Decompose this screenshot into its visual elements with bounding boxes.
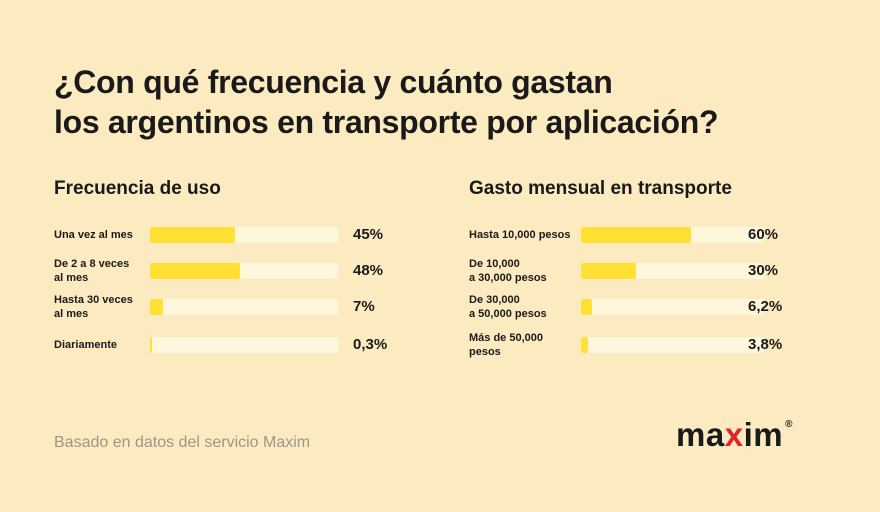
page-title: ¿Con qué frecuencia y cuánto gastan los … bbox=[54, 62, 834, 142]
bar-fill bbox=[581, 227, 691, 243]
bar-track bbox=[581, 263, 764, 279]
chart-title: Frecuencia de uso bbox=[54, 178, 221, 199]
bar-track bbox=[150, 337, 338, 353]
bar-row: De 30,000 a 50,000 pesos 6,2% bbox=[469, 292, 798, 322]
bar-fill bbox=[581, 263, 636, 279]
bar-row: Más de 50,000 pesos 3,8% bbox=[469, 330, 798, 360]
bar-row: De 2 a 8 veces al mes 48% bbox=[54, 256, 403, 286]
bar-track bbox=[581, 227, 764, 243]
value-label: 30% bbox=[748, 262, 779, 279]
value-label: 60% bbox=[748, 226, 779, 243]
registered-mark: ® bbox=[785, 419, 793, 430]
value-label: 45% bbox=[353, 226, 384, 243]
bar-fill bbox=[150, 299, 164, 315]
chart-title: Gasto mensual en transporte bbox=[469, 178, 732, 199]
spending-chart: Gasto mensual en transporte Hasta 10,000… bbox=[469, 176, 782, 358]
bar-fill bbox=[581, 299, 593, 315]
footer-source-note: Basado en datos del servicio Maxim bbox=[54, 434, 311, 451]
category-label: Hasta 30 veces al mes bbox=[54, 294, 133, 320]
value-label: 0,3% bbox=[353, 336, 388, 353]
bar-row: De 10,000 a 30,000 pesos 30% bbox=[469, 256, 798, 286]
category-label: Más de 50,000 pesos bbox=[469, 332, 543, 358]
bar-track bbox=[150, 299, 338, 315]
bar-row: Hasta 10,000 pesos 60% bbox=[469, 220, 798, 250]
category-label: De 30,000 a 50,000 pesos bbox=[469, 294, 547, 320]
category-label: Una vez al mes bbox=[54, 229, 133, 241]
category-label: Hasta 10,000 pesos bbox=[469, 229, 571, 241]
bar-track bbox=[150, 227, 338, 243]
logo-wordmark: maxim bbox=[676, 415, 783, 455]
bar-row: Una vez al mes 45% bbox=[54, 220, 403, 250]
maxim-logo: maxim ® bbox=[676, 415, 792, 455]
title-line-2: los argentinos en transporte por aplicac… bbox=[54, 104, 719, 140]
value-label: 7% bbox=[353, 298, 375, 315]
bar-row: Diariamente 0,3% bbox=[54, 330, 403, 360]
title-line-1: ¿Con qué frecuencia y cuánto gastan bbox=[54, 64, 613, 100]
category-label: De 2 a 8 veces al mes bbox=[54, 258, 130, 284]
bar-track bbox=[581, 337, 764, 353]
category-label: De 10,000 a 30,000 pesos bbox=[469, 258, 547, 284]
bar-fill bbox=[581, 337, 588, 353]
value-label: 3,8% bbox=[748, 336, 783, 353]
bar-track bbox=[581, 299, 764, 315]
value-label: 48% bbox=[353, 262, 384, 279]
bar-track bbox=[150, 263, 338, 279]
logo-text-end: im bbox=[743, 416, 784, 453]
bar-fill bbox=[150, 227, 235, 243]
bar-fill bbox=[150, 263, 241, 279]
bar-row: Hasta 30 veces al mes 7% bbox=[54, 292, 403, 322]
logo-text-accent: x bbox=[724, 416, 744, 453]
bar-fill bbox=[150, 337, 152, 353]
category-label: Diariamente bbox=[54, 339, 117, 351]
value-label: 6,2% bbox=[748, 298, 783, 315]
logo-text-start: ma bbox=[676, 416, 725, 453]
frequency-chart: Frecuencia de uso Una vez al mes 45% De 2 … bbox=[54, 176, 387, 353]
